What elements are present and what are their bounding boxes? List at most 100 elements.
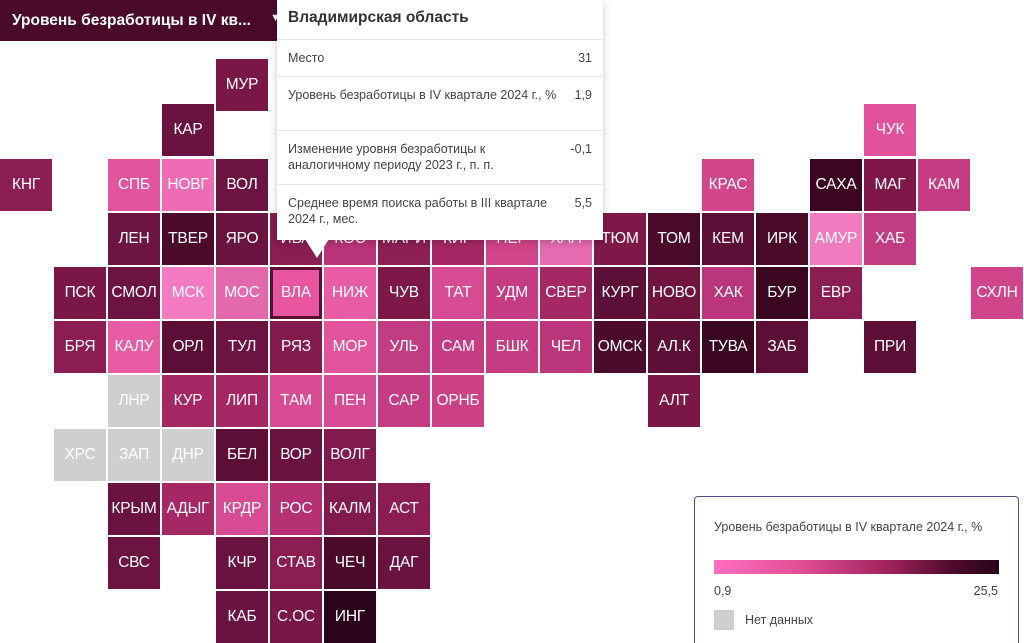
region-tile-label: НОВО <box>651 284 697 301</box>
region-tile[interactable]: БРЯ <box>54 321 106 373</box>
region-tile[interactable]: КЕМ <box>702 213 754 265</box>
region-tile[interactable]: ЧЕЛ <box>540 321 592 373</box>
region-tile[interactable]: ВЛА <box>270 267 322 319</box>
tooltip-row-value: -0,1 <box>570 142 592 156</box>
region-tile-label: С.ОС <box>277 608 315 625</box>
region-tile[interactable]: МАГ <box>864 159 916 211</box>
region-tile[interactable]: НИЖ <box>324 267 376 319</box>
region-tile[interactable]: АЛ.К <box>648 321 700 373</box>
region-tile[interactable]: КРДР <box>216 483 268 535</box>
region-tile-label: АЛТ <box>659 392 689 409</box>
chevron-down-icon[interactable]: ▼ <box>270 12 281 24</box>
region-tile-label: МОР <box>332 338 368 355</box>
region-tile-label: СТАВ <box>276 554 316 571</box>
region-tile[interactable]: ЗАП <box>108 429 160 481</box>
region-tile[interactable]: ТАТ <box>432 267 484 319</box>
region-tile[interactable]: СМОЛ <box>108 267 160 319</box>
region-tile[interactable]: САМ <box>432 321 484 373</box>
region-tile[interactable]: САР <box>378 375 430 427</box>
region-tile[interactable]: ТОМ <box>648 213 700 265</box>
indicator-select[interactable]: Уровень безработицы в IV кв... ▼ <box>0 0 281 41</box>
region-tile-label: НОВГ <box>167 176 209 193</box>
legend-no-data-swatch <box>714 610 734 630</box>
region-tile[interactable]: КАР <box>162 104 214 156</box>
region-tile[interactable]: С.ОС <box>270 591 322 643</box>
region-tile[interactable]: ОРНБ <box>432 375 484 427</box>
region-tile[interactable]: КАЛМ <box>324 483 376 535</box>
legend-title: Уровень безработицы в IV квартале 2024 г… <box>714 520 983 534</box>
region-tile[interactable]: РЯЗ <box>270 321 322 373</box>
region-tile[interactable]: КРАС <box>702 159 754 211</box>
region-tile-label: ОМСК <box>597 338 643 355</box>
region-tile[interactable]: ХАБ <box>864 213 916 265</box>
region-tile[interactable]: МОС <box>216 267 268 319</box>
region-tile[interactable]: ПСК <box>54 267 106 319</box>
region-tile[interactable]: СПБ <box>108 159 160 211</box>
region-tile[interactable]: МУР <box>216 59 268 111</box>
region-tile[interactable]: КАЛУ <box>108 321 160 373</box>
region-tile-label: КРДР <box>222 500 262 517</box>
region-tile[interactable]: ЛНР <box>108 375 160 427</box>
region-tile-label: ОРЛ <box>172 338 204 355</box>
region-tile[interactable]: МСК <box>162 267 214 319</box>
region-tile[interactable]: ТУЛ <box>216 321 268 373</box>
region-tile[interactable]: САХА <box>810 159 862 211</box>
region-tile[interactable]: НОВО <box>648 267 700 319</box>
region-tile[interactable]: РОС <box>270 483 322 535</box>
tooltip-row-label: Место <box>288 51 325 65</box>
region-tile[interactable]: ИРК <box>756 213 808 265</box>
region-tile[interactable]: ЧУВ <box>378 267 430 319</box>
region-tile[interactable]: КРЫМ <box>108 483 160 535</box>
region-tile-label: ПСК <box>64 284 96 301</box>
region-tile[interactable]: АЛТ <box>648 375 700 427</box>
region-tile[interactable]: ЕВР <box>810 267 862 319</box>
region-tile[interactable]: БЕЛ <box>216 429 268 481</box>
region-tile[interactable]: АДЫГ <box>162 483 214 535</box>
region-tile[interactable]: ТУВА <box>702 321 754 373</box>
region-tile[interactable]: ПЕН <box>324 375 376 427</box>
region-tile[interactable]: СВС <box>108 537 160 589</box>
region-tile[interactable]: УЛЬ <box>378 321 430 373</box>
region-tile[interactable]: ХАК <box>702 267 754 319</box>
region-tile[interactable]: ДНР <box>162 429 214 481</box>
region-tile[interactable]: ВОР <box>270 429 322 481</box>
region-tile[interactable]: БУР <box>756 267 808 319</box>
region-tile-label: БРЯ <box>64 338 96 355</box>
region-tile[interactable]: АСТ <box>378 483 430 535</box>
region-tile[interactable]: ТВЕР <box>162 213 214 265</box>
region-tile[interactable]: ДАГ <box>378 537 430 589</box>
region-tile[interactable]: МОР <box>324 321 376 373</box>
region-tile[interactable]: ЛИП <box>216 375 268 427</box>
region-tile[interactable]: КУР <box>162 375 214 427</box>
region-tile[interactable]: КУРГ <box>594 267 646 319</box>
region-tile[interactable]: КЧР <box>216 537 268 589</box>
region-tile[interactable]: КАБ <box>216 591 268 643</box>
region-tile-label: ДАГ <box>389 554 419 571</box>
region-tile[interactable]: ПРИ <box>864 321 916 373</box>
region-tile[interactable]: СТАВ <box>270 537 322 589</box>
region-tile[interactable]: УДМ <box>486 267 538 319</box>
region-tile[interactable]: ЛЕН <box>108 213 160 265</box>
region-tile[interactable]: ИНГ <box>324 591 376 643</box>
region-tile-label: КНГ <box>11 176 41 193</box>
region-tile[interactable]: КАМ <box>918 159 970 211</box>
region-tile[interactable]: БШК <box>486 321 538 373</box>
region-tile[interactable]: КНГ <box>0 159 52 211</box>
region-tile[interactable]: СХЛН <box>971 267 1023 319</box>
region-tile-label: ИРК <box>767 230 797 247</box>
region-tile[interactable]: ЧУК <box>864 104 916 156</box>
region-tile[interactable]: ОМСК <box>594 321 646 373</box>
region-tile-label: ВОР <box>280 446 312 463</box>
region-tile[interactable]: ХРС <box>54 429 106 481</box>
region-tile[interactable]: ЧЕЧ <box>324 537 376 589</box>
region-tile[interactable]: ВОЛГ <box>324 429 376 481</box>
region-tile[interactable]: ТАМ <box>270 375 322 427</box>
region-tile[interactable]: НОВГ <box>162 159 214 211</box>
region-tile[interactable]: ОРЛ <box>162 321 214 373</box>
region-tile-label: САМ <box>441 338 475 355</box>
region-tile[interactable]: ЯРО <box>216 213 268 265</box>
region-tile[interactable]: ЗАБ <box>756 321 808 373</box>
region-tile[interactable]: АМУР <box>810 213 862 265</box>
region-tile[interactable]: ВОЛ <box>216 159 268 211</box>
region-tile[interactable]: СВЕР <box>540 267 592 319</box>
